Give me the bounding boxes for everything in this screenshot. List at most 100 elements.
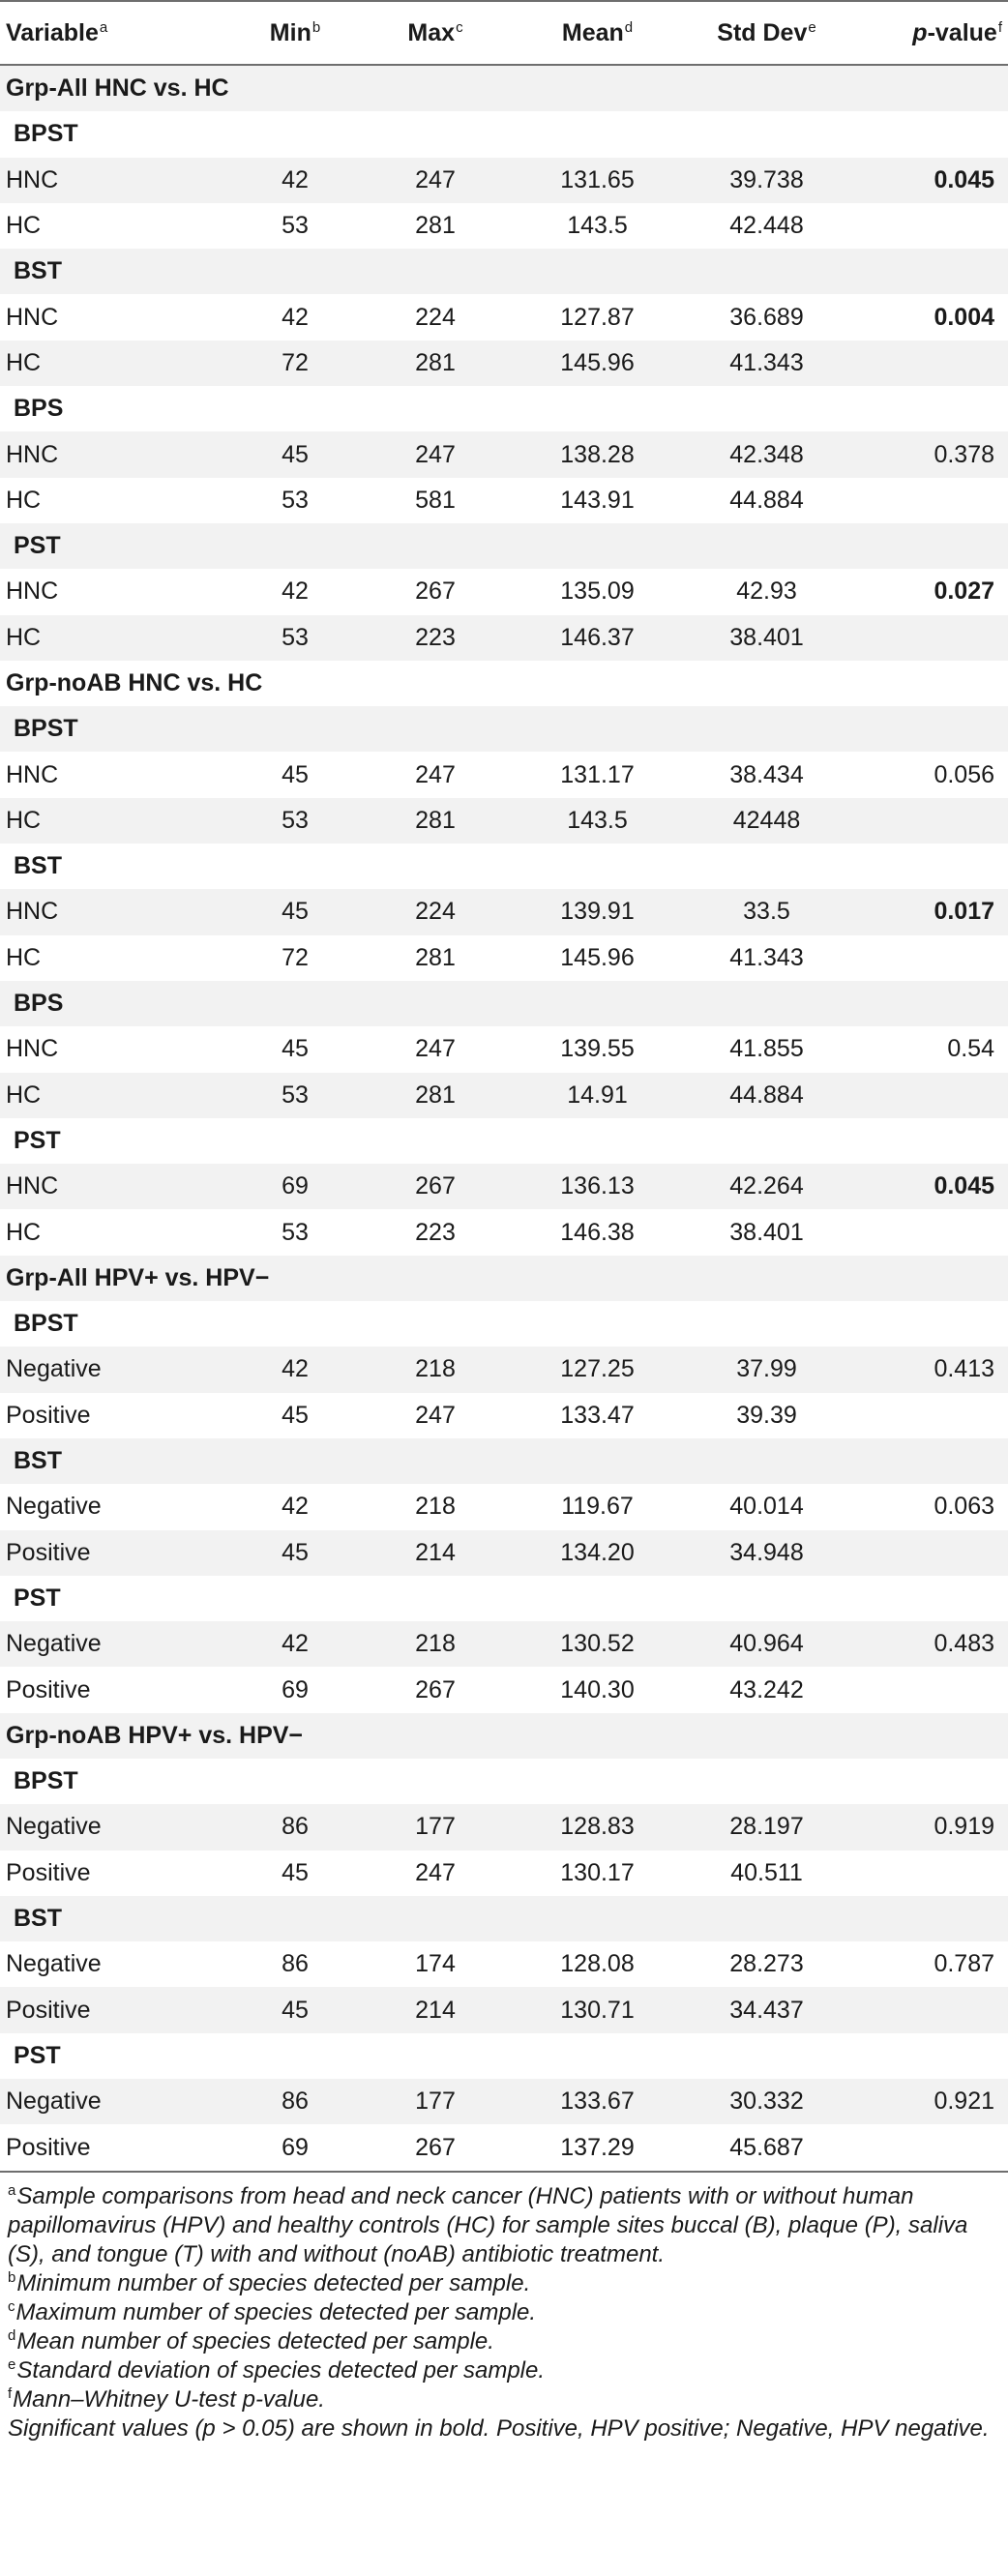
std-dev-cell: 42448 (732, 806, 801, 834)
p-value-cell (851, 478, 1008, 523)
table-row: Negative 86 174 128.08 28.273 0.787 (0, 1941, 1008, 1988)
p-value-cell: 0.027 (934, 577, 994, 606)
std-dev-cell: 42.448 (729, 212, 804, 240)
table-body: Grp-All HNC vs. HC BPST HNC 42 247 131.65 39.7… (0, 65, 1008, 2173)
p-value-cell: 0.921 (934, 2087, 994, 2116)
site-header-row: BPS (0, 386, 1008, 432)
p-value-cell (851, 798, 1008, 844)
std-dev-cell: 44.884 (729, 486, 804, 514)
std-dev-cell: 42.93 (736, 577, 797, 606)
table-row: HNC 42 247 131.65 39.738 0.045 (0, 157, 1008, 203)
group-header-row: Grp-All HNC vs. HC (0, 65, 1008, 112)
table-row: HC 53 223 146.37 38.401 (0, 614, 1008, 661)
site-header-row: PST (0, 2032, 1008, 2080)
row-label: HC (6, 348, 42, 376)
table-row: Positive 69 267 137.29 45.687 (0, 2124, 1008, 2173)
min-cell: 86 (282, 1950, 309, 1978)
row-label: Positive (6, 1401, 91, 1429)
table-row: HNC 42 267 135.09 42.93 0.027 (0, 569, 1008, 615)
row-label: HC (6, 1218, 42, 1246)
header-min: Minb (232, 0, 358, 66)
mean-cell: 119.67 (561, 1493, 634, 1521)
std-dev-cell: 39.738 (729, 165, 804, 193)
footnote: Significant values (p > 0.05) are shown … (8, 2414, 1000, 2443)
mean-cell: 146.37 (560, 623, 635, 651)
p-value-cell: 0.004 (934, 303, 994, 331)
std-dev-cell: 42.264 (729, 1172, 804, 1200)
p-value-cell: 0.483 (934, 1630, 994, 1658)
mean-cell: 143.5 (567, 212, 628, 240)
footnote-text: Maximum number of species detected per s… (15, 2298, 537, 2325)
mean-cell: 145.96 (560, 348, 635, 376)
max-cell: 247 (415, 760, 456, 788)
table-row: HC 72 281 145.96 41.343 (0, 934, 1008, 981)
group-label: Grp-noAB HNC vs. HC (6, 669, 263, 696)
max-cell: 581 (415, 486, 456, 514)
footnote-marker: f (8, 2384, 13, 2402)
table-row: HC 53 281 143.5 42.448 (0, 202, 1008, 250)
table-row: Positive 69 267 140.30 43.242 (0, 1667, 1008, 1713)
max-cell: 267 (415, 1172, 456, 1200)
site-label: BPST (14, 120, 78, 148)
mean-cell: 131.65 (560, 165, 635, 193)
std-dev-cell: 41.855 (729, 1035, 804, 1063)
p-value-cell: 0.056 (934, 760, 994, 788)
table-row: HNC 45 247 138.28 42.348 0.378 (0, 431, 1008, 478)
site-header-row: BPST (0, 1758, 1008, 1805)
std-dev-cell: 40.511 (730, 1858, 803, 1886)
max-cell: 267 (415, 577, 456, 606)
site-header-row: BPST (0, 111, 1008, 158)
mean-cell: 127.87 (560, 303, 635, 331)
mean-cell: 140.30 (560, 1675, 635, 1703)
min-cell: 45 (282, 1538, 309, 1566)
table-row: Negative 42 218 119.67 40.014 0.063 (0, 1484, 1008, 1530)
mean-cell: 137.29 (513, 2124, 682, 2173)
site-label: BPS (14, 395, 64, 423)
row-label: Positive (6, 1996, 91, 2024)
mean-cell: 127.25 (560, 1355, 635, 1383)
group-label: Grp-All HNC vs. HC (6, 74, 229, 103)
group-header-row: Grp-noAB HPV+ vs. HPV− (0, 1712, 1008, 1759)
max-cell: 247 (415, 165, 456, 193)
table-row: HC 53 223 146.38 38.401 (0, 1209, 1008, 1256)
max-cell: 218 (415, 1493, 456, 1521)
table-row: Positive 45 214 134.20 34.948 (0, 1529, 1008, 1576)
min-cell: 42 (282, 1355, 309, 1383)
p-value-cell: 0.787 (934, 1950, 994, 1978)
min-cell: 86 (282, 2087, 309, 2116)
max-cell: 247 (415, 440, 456, 468)
table-row: HNC 69 267 136.13 42.264 0.045 (0, 1164, 1008, 1210)
std-dev-cell: 36.689 (729, 303, 804, 331)
footnote-text: Standard deviation of species detected p… (16, 2356, 546, 2384)
table-row: HC 53 581 143.91 44.884 (0, 477, 1008, 523)
site-header-row: BST (0, 1895, 1008, 1942)
table-row: HC 53 281 143.5 42448 (0, 797, 1008, 844)
max-cell: 218 (415, 1355, 456, 1383)
mean-cell: 143.91 (560, 486, 635, 514)
table-footnotes: aSample comparisons from head and neck c… (0, 2173, 1008, 2443)
row-label: HNC (6, 303, 59, 331)
table-row: HNC 45 224 139.91 33.5 0.017 (0, 889, 1008, 935)
footnote: dMean number of species detected per sam… (8, 2327, 1000, 2356)
site-label: PST (14, 1584, 61, 1612)
max-cell: 218 (415, 1630, 456, 1658)
table-row: Negative 86 177 128.83 28.197 0.919 (0, 1804, 1008, 1851)
max-cell: 174 (415, 1950, 456, 1978)
footnote: bMinimum number of species detected per … (8, 2269, 1000, 2298)
max-cell: 224 (415, 898, 456, 926)
row-label: HC (6, 943, 42, 971)
site-header-row: BPST (0, 1301, 1008, 1347)
mean-cell: 138.28 (560, 440, 635, 468)
footnote: cMaximum number of species detected per … (8, 2298, 1000, 2327)
mean-cell: 133.67 (560, 2087, 635, 2116)
mean-cell: 139.91 (560, 898, 635, 926)
min-cell: 45 (282, 1996, 309, 2024)
p-value-cell: 0.045 (934, 1172, 994, 1200)
std-dev-cell: 38.401 (729, 1218, 804, 1246)
table-row: Negative 42 218 127.25 37.99 0.413 (0, 1347, 1008, 1393)
mean-cell: 146.38 (560, 1218, 635, 1246)
std-dev-cell: 39.39 (736, 1401, 797, 1429)
mean-cell: 130.52 (560, 1630, 635, 1658)
row-label: HNC (6, 898, 59, 926)
row-label: Positive (6, 1675, 91, 1703)
